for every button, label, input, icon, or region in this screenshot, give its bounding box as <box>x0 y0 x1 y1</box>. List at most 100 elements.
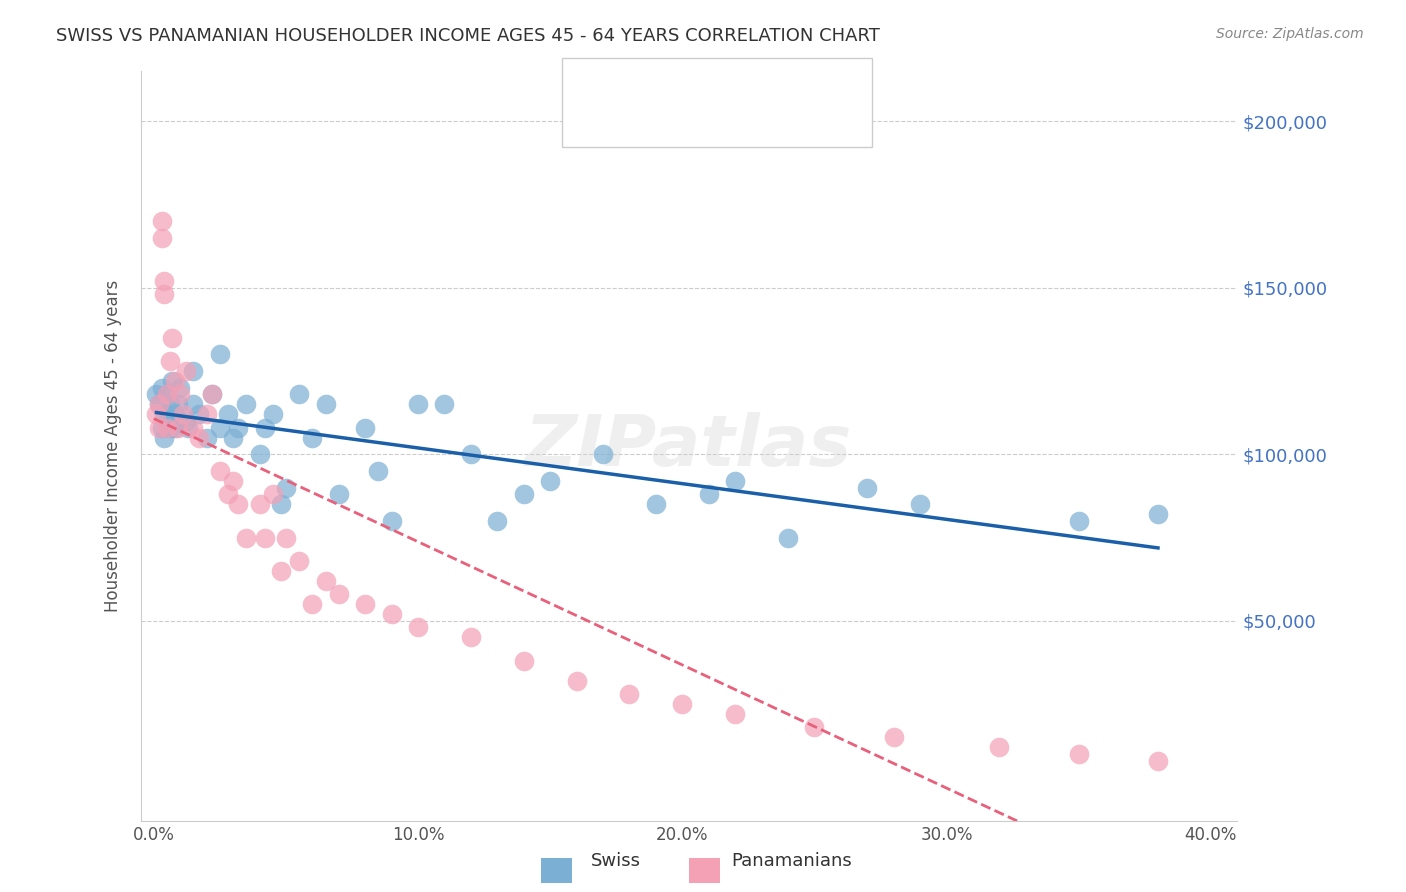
Point <box>148 397 170 411</box>
Point <box>565 673 588 688</box>
Point <box>301 597 323 611</box>
Point <box>222 431 245 445</box>
Point <box>150 381 173 395</box>
Point <box>253 420 276 434</box>
Point <box>270 497 292 511</box>
Point <box>162 331 184 345</box>
Point <box>166 420 188 434</box>
Point <box>988 740 1011 755</box>
Point <box>1067 747 1090 761</box>
Point <box>315 397 337 411</box>
Point <box>187 431 209 445</box>
Point <box>354 597 377 611</box>
Point <box>153 431 176 445</box>
Point <box>619 687 641 701</box>
Point <box>156 420 179 434</box>
Point <box>645 497 668 511</box>
Point <box>174 364 197 378</box>
Point <box>592 447 614 461</box>
Point <box>724 474 747 488</box>
Point <box>217 408 239 422</box>
Point <box>381 514 404 528</box>
Point <box>159 354 181 368</box>
Point <box>145 387 167 401</box>
Point <box>187 408 209 422</box>
Point <box>183 397 205 411</box>
Point <box>724 707 747 722</box>
Point <box>169 387 191 401</box>
Point <box>249 447 271 461</box>
Point <box>163 420 186 434</box>
Point <box>301 431 323 445</box>
Point <box>208 464 231 478</box>
Point <box>217 487 239 501</box>
Point <box>803 720 825 734</box>
Point <box>162 374 184 388</box>
Point <box>288 554 311 568</box>
Point <box>328 587 350 601</box>
Point <box>1067 514 1090 528</box>
Point <box>208 347 231 361</box>
Point <box>270 564 292 578</box>
Point <box>228 497 250 511</box>
Point <box>513 487 536 501</box>
Point <box>908 497 931 511</box>
Point <box>159 420 181 434</box>
Point <box>156 387 179 401</box>
Point <box>381 607 404 622</box>
Point <box>262 487 284 501</box>
Point <box>163 408 186 422</box>
Text: Source: ZipAtlas.com: Source: ZipAtlas.com <box>1216 27 1364 41</box>
Point <box>150 231 173 245</box>
Point <box>274 531 297 545</box>
Point <box>195 431 218 445</box>
Point <box>150 214 173 228</box>
Point <box>228 420 250 434</box>
Point <box>183 420 205 434</box>
Point <box>235 531 257 545</box>
Point <box>169 381 191 395</box>
Point <box>153 287 176 301</box>
Point <box>513 654 536 668</box>
Point <box>367 464 389 478</box>
Point <box>354 420 377 434</box>
Point <box>315 574 337 588</box>
Point <box>163 374 186 388</box>
Point <box>1147 754 1170 768</box>
Point <box>172 408 194 422</box>
Point <box>262 408 284 422</box>
Point <box>288 387 311 401</box>
Point <box>433 397 456 411</box>
Point <box>153 274 176 288</box>
Point <box>156 387 179 401</box>
Point <box>148 397 170 411</box>
Point <box>538 474 561 488</box>
Point <box>1147 508 1170 522</box>
Point <box>671 697 693 711</box>
Point <box>201 387 224 401</box>
Point <box>208 420 231 434</box>
Point <box>183 364 205 378</box>
Text: Swiss: Swiss <box>591 852 641 870</box>
Point <box>150 420 173 434</box>
Point <box>328 487 350 501</box>
Point <box>406 397 429 411</box>
Point <box>235 397 257 411</box>
Point <box>883 731 905 745</box>
Point <box>406 620 429 634</box>
Text: Panamanians: Panamanians <box>731 852 852 870</box>
Point <box>486 514 509 528</box>
Text: R = -0.470   N = 55: R = -0.470 N = 55 <box>626 76 817 94</box>
Point <box>159 397 181 411</box>
Y-axis label: Householder Income Ages 45 - 64 years: Householder Income Ages 45 - 64 years <box>104 280 122 612</box>
Point <box>156 414 179 428</box>
Point <box>460 631 482 645</box>
Point <box>697 487 720 501</box>
Point <box>249 497 271 511</box>
Point <box>274 481 297 495</box>
Point <box>195 408 218 422</box>
Text: ZIPatlas: ZIPatlas <box>526 411 852 481</box>
Point <box>222 474 245 488</box>
Point <box>856 481 879 495</box>
Point <box>174 414 197 428</box>
